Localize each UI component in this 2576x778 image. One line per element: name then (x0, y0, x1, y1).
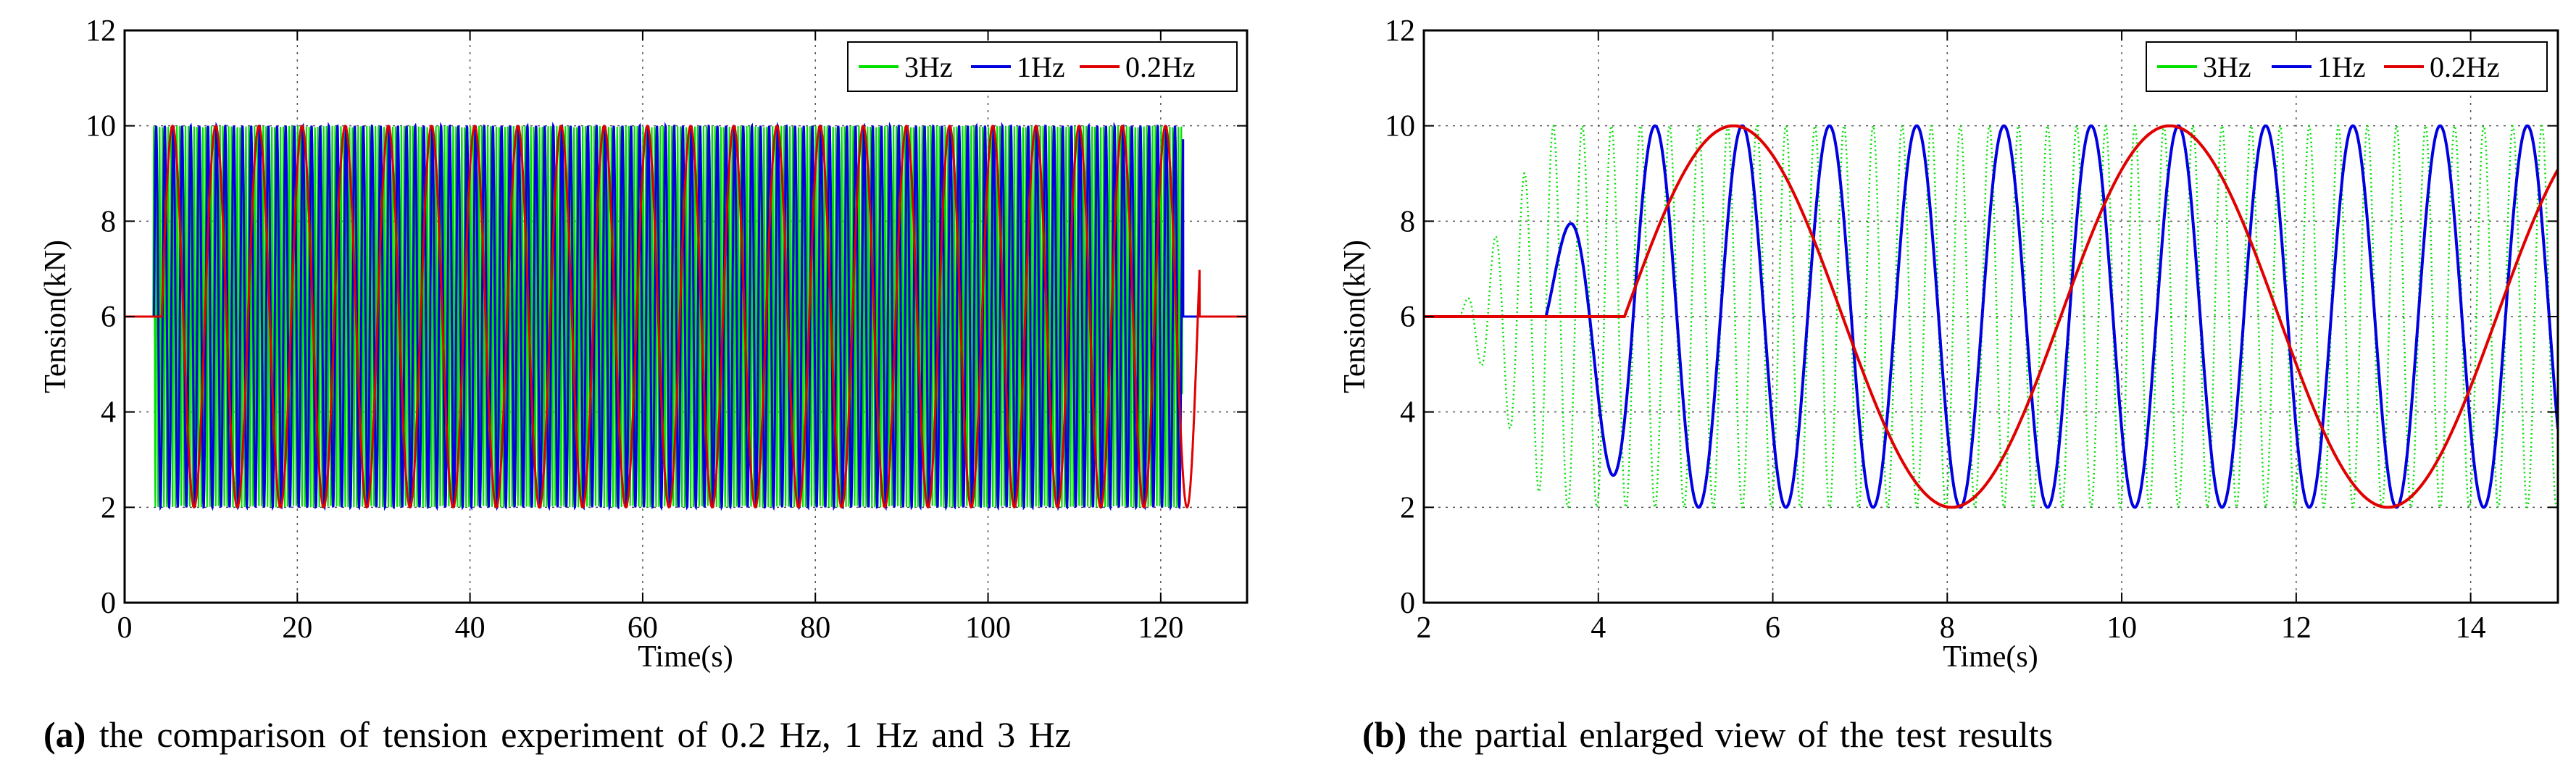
legend-label-1hz: 1Hz (2317, 51, 2366, 83)
y-tick-label: 10 (86, 110, 116, 143)
x-tick-label: 120 (1138, 611, 1183, 645)
series-line-02hz (125, 125, 1247, 509)
y-tick-label: 4 (1400, 396, 1415, 430)
x-tick-label: 20 (282, 611, 312, 645)
chart-a-xlabel: Time(s) (638, 640, 733, 674)
y-tick-label: 8 (1400, 205, 1415, 238)
chart-a-legend-box (847, 41, 1238, 92)
series-line-02hz (1424, 124, 2558, 509)
chart-a-ticks: 0 20 40 60 80 100 120 0 2 4 6 8 10 12 (86, 14, 1247, 645)
series-line-1hz (1424, 124, 2558, 509)
x-tick-label: 100 (965, 611, 1011, 645)
y-tick-label: 2 (101, 491, 116, 524)
caption-a-label: (a) (43, 714, 86, 755)
caption-a: (a) the comparison of tension experiment… (43, 714, 1071, 756)
y-tick-label: 10 (1385, 110, 1415, 143)
chart-b-legend-box (2146, 41, 2548, 92)
x-tick-label: 4 (1591, 611, 1606, 645)
chart-a-legend: 3Hz 1Hz 0.2Hz (847, 41, 1238, 92)
x-tick-label: 40 (455, 611, 485, 645)
x-tick-label: 0 (117, 611, 133, 645)
x-tick-label: 12 (2281, 611, 2312, 645)
x-tick-label: 8 (1940, 611, 1955, 645)
series-line-3hz (125, 125, 1247, 508)
chart-a-series (125, 122, 1247, 511)
chart-a-ylabel: Tension(kN) (39, 240, 72, 393)
caption-b-text: the partial enlarged view of the test re… (1418, 714, 2054, 755)
legend-label-3hz: 3Hz (904, 51, 953, 83)
series-line-1hz (125, 122, 1247, 511)
y-tick-label: 12 (86, 14, 116, 48)
y-tick-label: 6 (101, 301, 116, 334)
chart-b-xlabel: Time(s) (1943, 640, 2038, 674)
y-tick-label: 0 (101, 587, 116, 620)
legend-label-3hz: 3Hz (2203, 51, 2251, 83)
caption-b-label: (b) (1362, 714, 1407, 755)
chart-b-legend: 3Hz 1Hz 0.2Hz (2146, 41, 2548, 92)
y-tick-label: 2 (1400, 491, 1415, 524)
legend-label-02hz: 0.2Hz (1125, 51, 1196, 83)
y-tick-label: 4 (101, 396, 116, 430)
caption-a-text: the comparison of tension experiment of … (99, 714, 1071, 755)
legend-label-02hz: 0.2Hz (2430, 51, 2500, 83)
y-tick-label: 8 (101, 205, 116, 238)
x-tick-label: 80 (800, 611, 830, 645)
chart-b-series (1424, 124, 2558, 509)
x-tick-label: 60 (628, 611, 658, 645)
x-tick-label: 6 (1765, 611, 1780, 645)
x-tick-label: 2 (1417, 611, 1432, 645)
caption-b: (b) the partial enlarged view of the tes… (1362, 714, 2053, 756)
x-tick-label: 14 (2456, 611, 2486, 645)
chart-a: 0 20 40 60 80 100 120 0 2 4 6 8 10 12 Time(s) Tension… (39, 14, 1249, 674)
chart-b-ylabel: Tension(kN) (1338, 240, 1372, 393)
y-tick-label: 12 (1385, 14, 1415, 48)
legend-label-1hz: 1Hz (1017, 51, 1065, 83)
x-tick-label: 10 (2106, 611, 2137, 645)
y-tick-label: 0 (1400, 587, 1415, 620)
series-line-3hz (1424, 125, 2558, 509)
y-tick-label: 6 (1400, 301, 1415, 334)
